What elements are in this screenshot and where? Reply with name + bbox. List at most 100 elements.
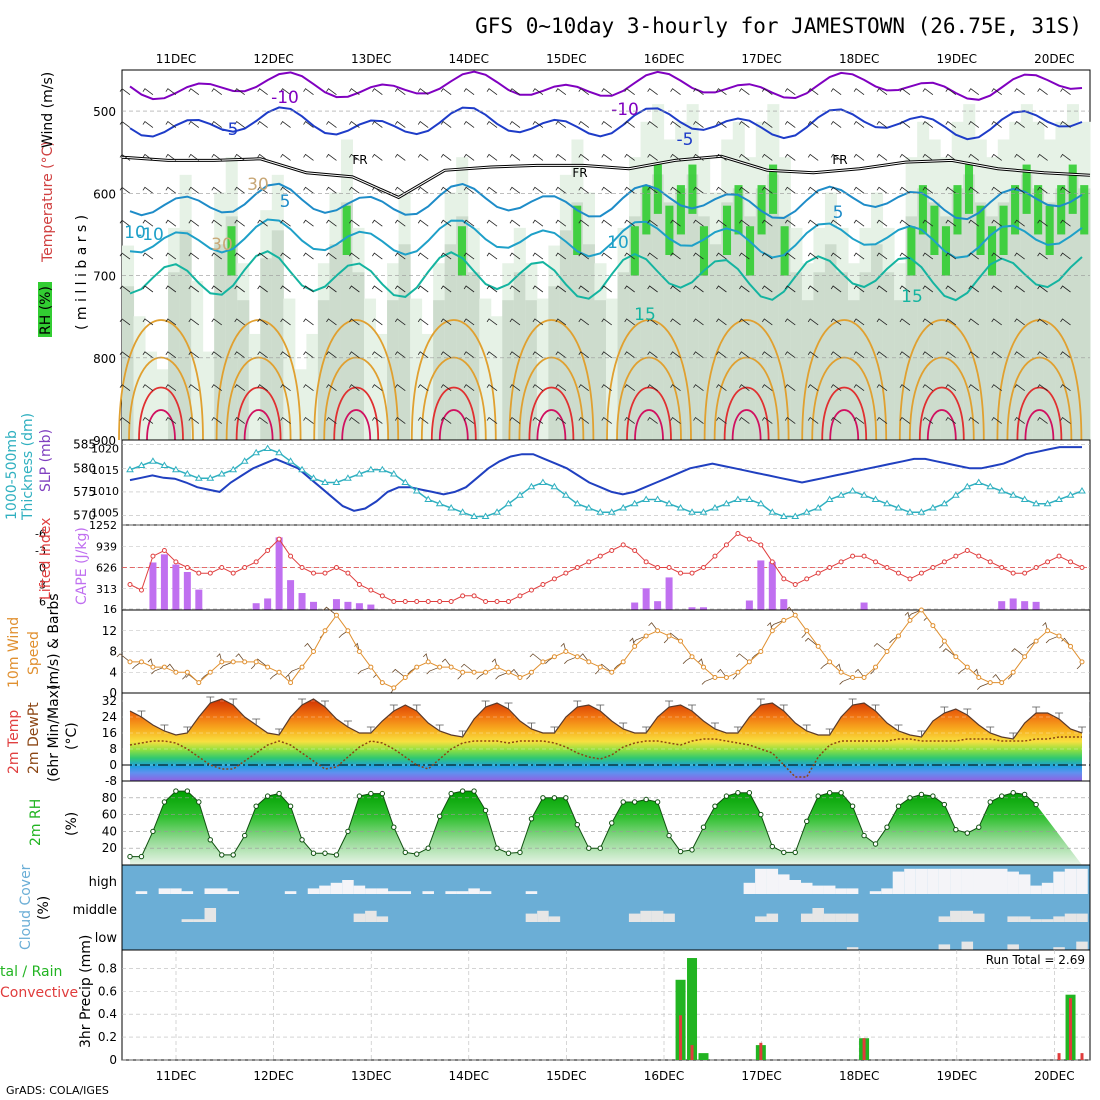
- wind-speed-point: [437, 664, 443, 670]
- wind-barb: [372, 252, 383, 260]
- rh2m-point: [976, 824, 982, 830]
- wind-barb: [280, 416, 291, 424]
- panel-precip: 0.8 0.6 0.4 0.2 0 tal / Rain Convective 3hr …: [0, 935, 1091, 1067]
- wind10-barb: [304, 642, 314, 652]
- rh2m-point: [356, 793, 363, 799]
- precip-conv-bar: [690, 1045, 694, 1060]
- cloud-cell: [307, 888, 320, 894]
- wind-barb: [739, 153, 750, 161]
- rh2m-point: [586, 845, 592, 851]
- wind-barb: [417, 186, 429, 194]
- wind10-barb: [235, 653, 246, 663]
- wind-barb: [739, 252, 750, 260]
- temp-minmax-bar: [458, 730, 467, 737]
- wind-barb: [739, 384, 750, 391]
- wind-barb: [257, 120, 268, 128]
- wind-barb: [899, 384, 911, 391]
- cape-bar: [367, 604, 375, 610]
- isotherm-label: 5: [280, 192, 291, 212]
- bottom-date-label: 15DEC: [546, 1069, 586, 1083]
- wind-barb: [257, 351, 268, 359]
- wind-barb: [509, 384, 521, 391]
- cloud-cell: [1076, 868, 1088, 894]
- rh2m-point: [563, 795, 569, 801]
- precip-tick: 0.4: [98, 1007, 117, 1021]
- wind10-barb: [460, 663, 475, 673]
- wind-speed-point: [586, 659, 592, 665]
- panel-li-cape: -6 -3 0 3 6 1252 939 626 313 16 Lifted Index CAPE…: [35, 518, 1091, 616]
- wind-barb: [234, 384, 245, 391]
- rh-shade-mid: [709, 244, 722, 440]
- lifted-index-point: [895, 570, 901, 576]
- wind-barb: [280, 120, 291, 128]
- precip-frame: [121, 949, 1091, 1061]
- panel-2m-rh: 80 60 40 20 2m RH (%): [28, 780, 1091, 866]
- cloud-cell: [973, 868, 985, 894]
- lifted-index-point: [1022, 570, 1028, 576]
- wind-barb: [670, 351, 681, 359]
- temp-minmax-bar: [917, 730, 926, 737]
- precip-total-bar: [698, 1053, 709, 1060]
- wind-barb: [968, 252, 980, 260]
- wind-barb: [440, 186, 452, 194]
- wind-barb: [440, 219, 452, 227]
- cloud-cell: [330, 882, 343, 894]
- slp-point: [217, 470, 226, 477]
- wind-speed-point: [804, 628, 810, 634]
- temp-minmax-bar: [871, 704, 880, 711]
- wind-barb: [394, 416, 406, 424]
- rh2m-line: [130, 790, 1037, 858]
- wind-barb: [647, 186, 658, 194]
- wind-speed-point: [517, 674, 523, 680]
- wind-barb: [761, 186, 773, 194]
- rh2m-point: [299, 837, 305, 843]
- lifted-index-point: [230, 570, 236, 576]
- wind-barb: [349, 252, 360, 260]
- wind-barb: [899, 416, 911, 424]
- cloud-cell: [353, 885, 366, 894]
- wind-barb: [784, 318, 796, 326]
- cape-bar: [654, 601, 662, 610]
- wind-barb: [257, 186, 268, 194]
- wind-barb: [211, 252, 222, 260]
- wind-barb: [807, 384, 819, 391]
- wind-barb: [372, 318, 383, 326]
- temp-minmax-bar: [756, 698, 765, 705]
- wind-barb: [280, 219, 291, 227]
- wind-speed-point: [265, 664, 271, 670]
- temp-minmax-bar: [642, 726, 651, 733]
- warm-isotherm: [926, 409, 957, 441]
- lifted-index-point: [414, 599, 420, 604]
- isotherm-label: -10: [136, 225, 164, 245]
- slp-point: [378, 465, 387, 473]
- wind-speed-point: [127, 659, 133, 665]
- wind-barb: [991, 88, 1002, 95]
- lifted-index-point: [196, 570, 202, 576]
- rh-shade-mid: [755, 188, 768, 440]
- rh-shade-light: [490, 316, 503, 440]
- pressure-axis: 500 600 700 800 900: [93, 105, 1090, 448]
- wind-speed-point: [792, 612, 798, 618]
- lifted-index-point: [161, 548, 167, 553]
- wind-barb: [417, 351, 429, 359]
- rh-shade-dark: [953, 185, 962, 235]
- rh2m-point: [746, 790, 753, 796]
- precip-conv-bar: [1080, 1053, 1084, 1060]
- wind-barb: [784, 88, 796, 95]
- wind-barb: [807, 120, 819, 128]
- wind10-barb: [992, 674, 1003, 683]
- temp-minmax-bar: [183, 726, 192, 733]
- temp-minmax-bar: [619, 722, 628, 729]
- isotherm-label: -10: [611, 100, 639, 120]
- lifted-index-point: [884, 565, 890, 570]
- wind-speed-point: [838, 669, 844, 675]
- warm-isotherm: [996, 319, 1083, 441]
- wind-barb: [509, 88, 521, 95]
- wind-barb: [326, 351, 337, 359]
- wind-barb: [1060, 318, 1071, 326]
- rh2m-point: [459, 788, 466, 794]
- lifted-index-point: [1033, 565, 1039, 570]
- wind-barb: [349, 384, 360, 391]
